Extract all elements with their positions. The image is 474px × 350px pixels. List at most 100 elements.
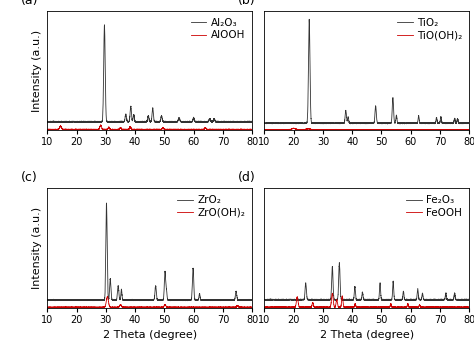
ZrO(OH)₂ [126,305,132,309]
TiO₂ [315,121,321,125]
TiO(OH)₂ [459,128,465,132]
FeOOH [459,306,465,310]
TiO(OH)₂ [315,127,321,132]
AlOOH [144,128,149,132]
TiO₂ [269,122,275,126]
ZrO₂ [45,298,50,302]
Text: (a): (a) [21,0,38,7]
AlOOH [45,127,50,132]
Legend: TiO₂, TiO(OH)₂: TiO₂, TiO(OH)₂ [395,16,464,42]
ZrO(OH)₂ [144,305,149,309]
AlOOH [98,124,104,128]
TiO₂ [273,121,278,125]
ZrO(OH)₂ [104,294,110,299]
Al₂O₃ [45,120,50,124]
FeOOH [273,305,278,309]
ZrO(OH)₂ [122,305,128,309]
Line: TiO(OH)₂: TiO(OH)₂ [264,128,469,130]
X-axis label: 2 Theta (degree): 2 Theta (degree) [320,330,414,341]
TiO(OH)₂ [273,128,278,132]
ZrO₂ [183,298,189,302]
Line: ZrO(OH)₂: ZrO(OH)₂ [47,296,252,308]
TiO₂ [262,121,267,125]
FeOOH [466,305,472,309]
TiO(OH)₂ [291,126,297,130]
Fe₂O₃ [337,260,342,265]
ZrO₂ [55,298,61,302]
Legend: ZrO₂, ZrO(OH)₂: ZrO₂, ZrO(OH)₂ [175,193,247,220]
ZrO₂ [52,299,58,303]
ZrO(OH)₂ [98,305,104,309]
AlOOH [249,127,255,132]
TiO(OH)₂ [262,127,267,132]
TiO₂ [466,121,472,125]
Fe₂O₃ [273,298,278,302]
Fe₂O₃ [466,298,472,302]
Text: (c): (c) [21,172,37,184]
Al₂O₃ [249,120,255,124]
Al₂O₃ [144,120,149,124]
ZrO₂ [122,298,128,302]
Text: (d): (d) [238,172,255,184]
AlOOH [183,127,189,132]
TiO₂ [361,121,366,126]
AlOOH [122,127,128,132]
Line: Fe₂O₃: Fe₂O₃ [264,262,469,300]
FeOOH [262,305,267,309]
FeOOH [343,305,349,309]
Line: AlOOH: AlOOH [47,125,252,130]
ZrO₂ [126,298,132,302]
Fe₂O₃ [361,297,366,301]
TiO₂ [400,121,406,125]
Fe₂O₃ [269,298,275,302]
Al₂O₃ [52,120,58,125]
TiO₂ [339,121,345,126]
ZrO(OH)₂ [242,306,247,310]
Line: FeOOH: FeOOH [264,293,469,308]
Line: TiO₂: TiO₂ [264,19,469,124]
ZrO₂ [98,298,104,302]
TiO(OH)₂ [361,128,366,132]
AlOOH [242,128,247,132]
TiO(OH)₂ [466,128,472,132]
TiO(OH)₂ [343,127,349,132]
FeOOH [315,305,321,309]
Fe₂O₃ [400,291,406,295]
TiO₂ [343,109,349,113]
Al₂O₃ [55,120,61,124]
ZrO₂ [104,201,109,205]
FeOOH [361,305,366,309]
Legend: Fe₂O₃, FeOOH: Fe₂O₃, FeOOH [404,193,464,220]
Al₂O₃ [98,120,104,124]
Al₂O₃ [101,23,107,27]
TiO(OH)₂ [400,127,406,132]
FeOOH [339,297,345,301]
Line: Al₂O₃: Al₂O₃ [47,25,252,122]
ZrO₂ [249,298,255,302]
ZrO₂ [144,298,149,302]
Line: ZrO₂: ZrO₂ [47,203,252,301]
ZrO(OH)₂ [45,305,50,309]
ZrO(OH)₂ [249,305,255,309]
ZrO(OH)₂ [55,305,61,309]
Y-axis label: Intensity (a.u.): Intensity (a.u.) [32,207,42,289]
Y-axis label: Intensity (a.u.): Intensity (a.u.) [32,29,42,112]
Fe₂O₃ [262,298,267,302]
FeOOH [329,291,335,295]
ZrO(OH)₂ [183,305,189,309]
AlOOH [55,127,61,132]
Al₂O₃ [122,118,128,122]
AlOOH [98,123,104,127]
FeOOH [400,305,406,309]
Fe₂O₃ [339,298,345,302]
Al₂O₃ [183,120,189,124]
Fe₂O₃ [315,298,321,302]
TiO₂ [306,17,312,21]
Text: (b): (b) [238,0,255,7]
AlOOH [126,127,132,131]
Fe₂O₃ [343,298,349,302]
Al₂O₃ [126,120,132,124]
TiO(OH)₂ [339,127,345,132]
X-axis label: 2 Theta (degree): 2 Theta (degree) [103,330,197,341]
Legend: Al₂O₃, AlOOH: Al₂O₃, AlOOH [189,16,247,42]
